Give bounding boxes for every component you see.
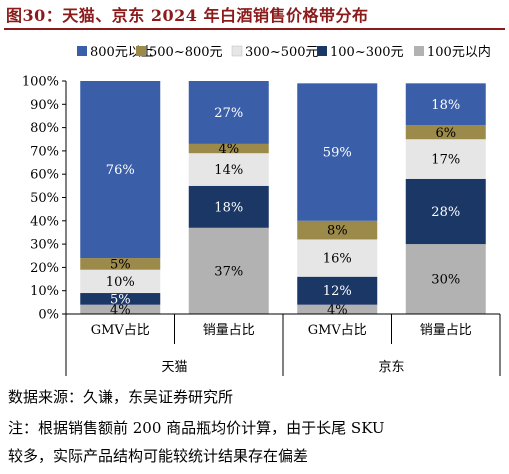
- data-label: 6%: [435, 126, 456, 141]
- bar-segment: [405, 125, 486, 140]
- data-label: 59%: [323, 146, 352, 161]
- legend-label: 500~800元: [149, 45, 223, 60]
- bar-segment: [80, 269, 161, 294]
- category-label: 销量占比: [203, 323, 255, 338]
- bar-segment: [405, 178, 486, 245]
- data-label: 37%: [214, 264, 243, 279]
- data-label: 27%: [214, 106, 243, 121]
- data-label: 30%: [431, 273, 460, 288]
- y-tick-label: 30%: [30, 238, 59, 253]
- data-label: 10%: [106, 275, 135, 290]
- y-tick-label: 20%: [30, 261, 59, 276]
- bar-segment: [297, 239, 378, 277]
- data-label: 17%: [431, 153, 460, 168]
- y-tick-label: 80%: [30, 121, 59, 136]
- legend-label: 100~300元: [330, 45, 404, 60]
- footnote-line-2: 较多，实际产品结构可能较统计结果存在偏差: [8, 447, 309, 465]
- legend-swatch: [77, 46, 87, 56]
- data-label: 76%: [106, 163, 135, 178]
- legend-swatch: [136, 46, 146, 56]
- y-tick-label: 50%: [30, 191, 59, 206]
- group-label: 京东: [378, 360, 404, 375]
- legend-swatch: [414, 46, 424, 56]
- y-tick-label: 60%: [30, 168, 59, 183]
- figure-title: 图30：天猫、京东 2024 年白酒销售价格带分布: [6, 6, 369, 25]
- group-label: 天猫: [161, 360, 187, 375]
- bar-segment: [405, 244, 486, 314]
- bar-segment: [188, 185, 269, 228]
- bar-segment: [80, 258, 161, 270]
- bar-segment: [297, 276, 378, 305]
- legend-swatch: [317, 46, 327, 56]
- category-label: GMV占比: [91, 323, 150, 338]
- data-label: 12%: [323, 284, 352, 299]
- y-tick-label: 100%: [22, 75, 59, 90]
- bar-segment: [188, 143, 269, 154]
- footnote-line-1: 注：根据销售额前 200 商品瓶均价计算，由于长尾 SKU: [8, 419, 385, 437]
- data-label: 8%: [327, 224, 348, 239]
- bar-segment: [80, 304, 161, 314]
- data-label: 18%: [431, 98, 460, 113]
- category-label: 销量占比: [420, 323, 472, 338]
- bar-segment: [188, 227, 269, 314]
- legend-swatch: [231, 45, 243, 57]
- data-label: 4%: [218, 142, 239, 157]
- bar-segment: [405, 139, 486, 179]
- data-label: 5%: [110, 292, 131, 307]
- legend-label: 300~500元: [245, 45, 319, 60]
- bar-segment: [297, 304, 378, 314]
- bar-segment: [297, 220, 378, 240]
- data-label: 5%: [110, 257, 131, 272]
- y-tick-label: 90%: [30, 98, 59, 113]
- legend-label: 100元以内: [427, 44, 491, 60]
- bar-segment: [80, 81, 161, 259]
- data-label: 28%: [431, 205, 460, 220]
- bar-segment: [297, 83, 378, 221]
- category-label: GMV占比: [308, 323, 367, 338]
- data-label: 4%: [327, 303, 348, 318]
- data-label: 14%: [214, 163, 243, 178]
- data-label: 16%: [323, 252, 352, 267]
- y-tick-label: 0%: [38, 308, 59, 323]
- data-label: 18%: [214, 200, 243, 215]
- bars: 4%5%10%5%76%37%18%14%4%27%4%12%16%8%59%3…: [80, 81, 486, 318]
- y-axis: 0% 10% 20% 30% 40% 50% 60% 70% 80% 90% 100%: [22, 75, 67, 323]
- source-note: 数据来源：久谦，东吴证券研究所: [8, 388, 234, 406]
- y-tick-label: 70%: [30, 144, 59, 159]
- bar-segment: [80, 293, 161, 305]
- bar-segment: [188, 153, 269, 186]
- y-tick-label: 10%: [30, 284, 59, 299]
- bar-segment: [188, 81, 269, 144]
- bar-segment: [405, 83, 486, 126]
- title-rule: [4, 28, 505, 30]
- y-tick-label: 40%: [30, 214, 59, 229]
